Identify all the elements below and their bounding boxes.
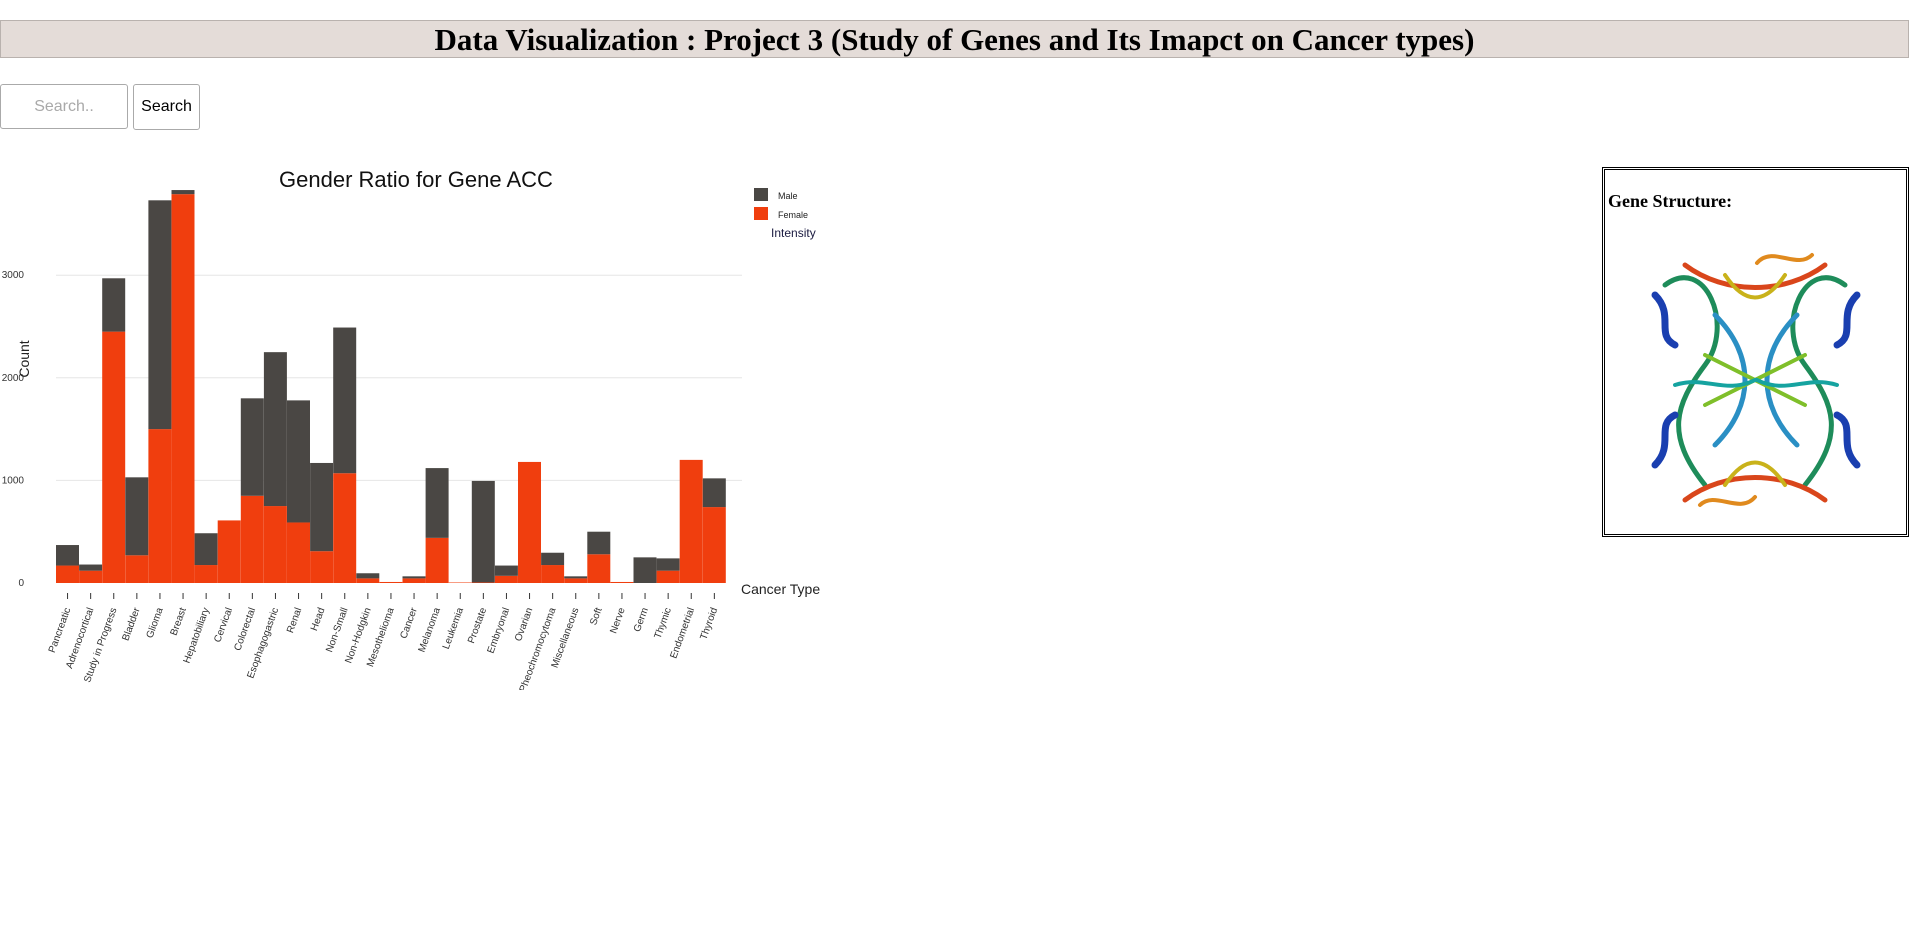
bar-female [494, 575, 518, 583]
x-tick-label: Soft [588, 606, 604, 627]
x-tick-label: Ovarian [513, 606, 535, 643]
bar-male [656, 558, 680, 571]
bar-female [148, 429, 172, 583]
bar-female [425, 537, 449, 583]
bar-female [564, 578, 588, 583]
bar-male [102, 278, 126, 332]
y-tick-label: 2000 [2, 373, 25, 384]
x-tick-label: Germ [632, 606, 651, 633]
y-axis-label: Count [16, 340, 32, 377]
x-tick-label: Nerve [608, 606, 628, 635]
bar-female [102, 331, 126, 583]
bar-female [448, 582, 472, 583]
x-tick-label: Endometrial [668, 606, 697, 660]
x-tick-label: Glioma [145, 606, 166, 640]
bar-male [240, 398, 264, 496]
bar-female [263, 506, 287, 583]
bar-male [79, 564, 103, 571]
x-tick-label: Cancer [399, 606, 421, 641]
gender-ratio-chart: 0 1000 2000 3000 PancreaticAdrenocorticalSt… [2, 167, 821, 690]
bar-female [194, 565, 218, 583]
bar-male [287, 400, 310, 523]
bar-female [679, 459, 703, 583]
bar-female [356, 578, 380, 583]
bar-male [471, 480, 495, 583]
bar-male [587, 531, 611, 555]
x-tick-label: Non-Small [324, 606, 350, 654]
bar-male [333, 327, 357, 474]
page-title: Data Visualization : Project 3 (Study of… [0, 20, 1909, 58]
x-tick-label: Prostate [466, 606, 489, 645]
bar-female [217, 520, 241, 583]
x-tick-label: Head [309, 606, 328, 632]
y-tick-label: 1000 [2, 475, 25, 486]
x-tick-label: Melanoma [417, 606, 443, 654]
bar-male [633, 557, 657, 583]
x-axis-label: Cancer Type [741, 581, 820, 597]
y-axis: 0 1000 2000 3000 [2, 270, 25, 589]
bar-male [494, 565, 518, 576]
x-tick-label: Cervical [212, 606, 235, 644]
bar-female [125, 555, 149, 583]
x-tick-label: Colorectal [232, 606, 258, 652]
bar-male [425, 468, 449, 538]
chart-title: Gender Ratio for Gene ACC [279, 167, 553, 192]
bar-female [471, 582, 495, 583]
bar-female [310, 551, 334, 583]
legend-label-male: Male [778, 191, 798, 201]
bar-male [125, 477, 149, 556]
x-tick-label: Pancreatic [47, 606, 73, 654]
legend-title: Intensity [771, 226, 816, 240]
bars [56, 190, 726, 583]
bar-male [702, 478, 726, 508]
x-tick-label: Renal [285, 606, 304, 634]
bar-female [171, 194, 195, 583]
gene-structure-title: Gene Structure: [1608, 191, 1733, 211]
bar-female [610, 581, 634, 583]
legend: Male Female [754, 188, 808, 220]
bar-male [356, 573, 380, 579]
search-button[interactable]: Search [133, 84, 200, 130]
bar-male [402, 576, 426, 579]
x-tick-label: Bladder [121, 606, 143, 643]
bar-male [310, 462, 334, 552]
bar-female [402, 578, 426, 583]
bar-male [148, 200, 172, 430]
x-tick-label: Thymic [653, 606, 674, 640]
bar-male [171, 190, 195, 195]
x-tick-label: Leukemia [441, 606, 466, 651]
y-tick-label: 3000 [2, 270, 25, 281]
legend-swatch-male [754, 188, 768, 201]
bar-female [379, 581, 403, 583]
gene-structure-panel: Gene Structure: [1602, 167, 1909, 537]
legend-swatch-female [754, 207, 768, 220]
y-tick-label: 0 [18, 578, 24, 589]
legend-label-female: Female [778, 210, 808, 220]
search-input[interactable] [0, 84, 128, 129]
x-tick-label: Breast [169, 606, 189, 637]
bar-female [702, 507, 726, 583]
bar-female [656, 570, 680, 583]
protein-structure-image [1651, 253, 1861, 507]
bar-female [333, 473, 357, 583]
bar-male [194, 533, 218, 566]
bar-female [587, 554, 611, 583]
bar-female [541, 565, 565, 583]
bar-female [79, 570, 103, 583]
bar-male [564, 576, 588, 579]
bar-female [240, 495, 264, 583]
x-tick-label: Embryonal [486, 606, 513, 655]
bar-female [287, 522, 310, 583]
bar-female [56, 565, 79, 583]
x-tick-label: Thyroid [698, 606, 720, 641]
bar-male [56, 545, 79, 566]
bar-female [518, 461, 541, 583]
bar-male [263, 352, 287, 507]
bar-male [541, 552, 565, 566]
